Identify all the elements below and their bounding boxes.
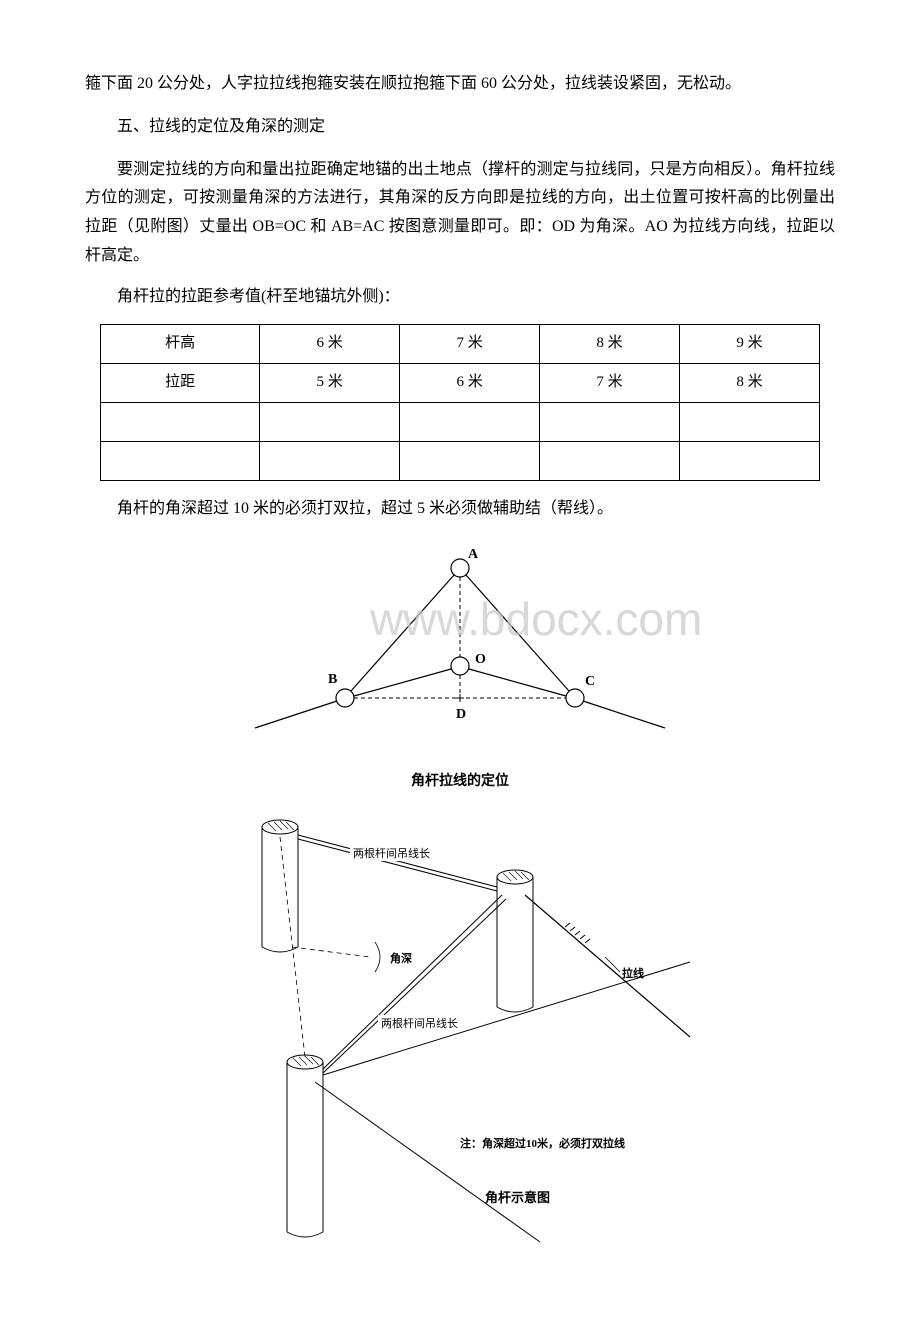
table-cell: 6 米 xyxy=(260,324,400,363)
diagram-angle-positioning: www.bdocx.com A O D B C xyxy=(85,543,835,793)
section-heading-5: 五、拉线的定位及角深的测定 xyxy=(85,113,835,142)
paragraph-continuation: 箍下面 20 公分处，人字拉拉线抱箍安装在顺拉抱箍下面 60 公分处，拉线装设紧… xyxy=(85,70,835,99)
table-cell: 9 米 xyxy=(680,324,820,363)
table-cell xyxy=(680,441,820,480)
table-cell xyxy=(680,402,820,441)
diagram2-caption: 角杆示意图 xyxy=(485,1190,550,1205)
label-D: D xyxy=(456,707,466,722)
table-cell xyxy=(101,441,260,480)
label-C: C xyxy=(585,674,595,689)
label-guy: 拉线 xyxy=(622,966,644,980)
table-intro: 角杆拉的拉距参考值(杆至地锚坑外侧)： xyxy=(85,283,835,312)
table-cell xyxy=(260,402,400,441)
table-cell: 6 米 xyxy=(400,363,540,402)
table-row: 杆高 6 米 7 米 8 米 9 米 xyxy=(101,324,820,363)
table-cell xyxy=(400,441,540,480)
table-cell: 8 米 xyxy=(540,324,680,363)
table-cell xyxy=(540,402,680,441)
table-cell xyxy=(101,402,260,441)
diagram1-caption: 角杆拉线的定位 xyxy=(85,768,835,793)
table-cell: 7 米 xyxy=(400,324,540,363)
label-span2: 两根杆间吊线长 xyxy=(381,1016,458,1030)
paragraph-body: 要测定拉线的方向和量出拉距确定地锚的出土地点（撑杆的测定与拉线同，只是方向相反）… xyxy=(85,156,835,271)
table-cell: 杆高 xyxy=(101,324,260,363)
label-B: B xyxy=(328,672,337,687)
label-angle-depth: 角深 xyxy=(390,951,412,965)
label-O: O xyxy=(475,652,486,667)
reference-table: 杆高 6 米 7 米 8 米 9 米 拉距 5 米 6 米 7 米 8 米 xyxy=(100,324,820,481)
table-cell xyxy=(260,441,400,480)
table-row xyxy=(101,402,820,441)
label-span1: 两根杆间吊线长 xyxy=(353,846,430,860)
table-cell: 拉距 xyxy=(101,363,260,402)
label-A: A xyxy=(468,547,479,562)
table-cell: 5 米 xyxy=(260,363,400,402)
table-cell xyxy=(400,402,540,441)
diagram-angle-pole: 两根杆间吊线长 两根杆间吊线长 角深 拉线 注：角深超过10米， xyxy=(85,807,835,1258)
label-note: 注：角深超过10米，必须打双拉线 xyxy=(460,1136,625,1150)
note-paragraph: 角杆的角深超过 10 米的必须打双拉，超过 5 米必须做辅助结（帮线）。 xyxy=(85,495,835,524)
table-row xyxy=(101,441,820,480)
table-cell xyxy=(540,441,680,480)
table-cell: 7 米 xyxy=(540,363,680,402)
diagram2-svg: 两根杆间吊线长 两根杆间吊线长 角深 拉线 注：角深超过10米， xyxy=(220,807,700,1247)
diagram1-svg: A O D B C xyxy=(250,543,670,743)
table-cell: 8 米 xyxy=(680,363,820,402)
table-row: 拉距 5 米 6 米 7 米 8 米 xyxy=(101,363,820,402)
